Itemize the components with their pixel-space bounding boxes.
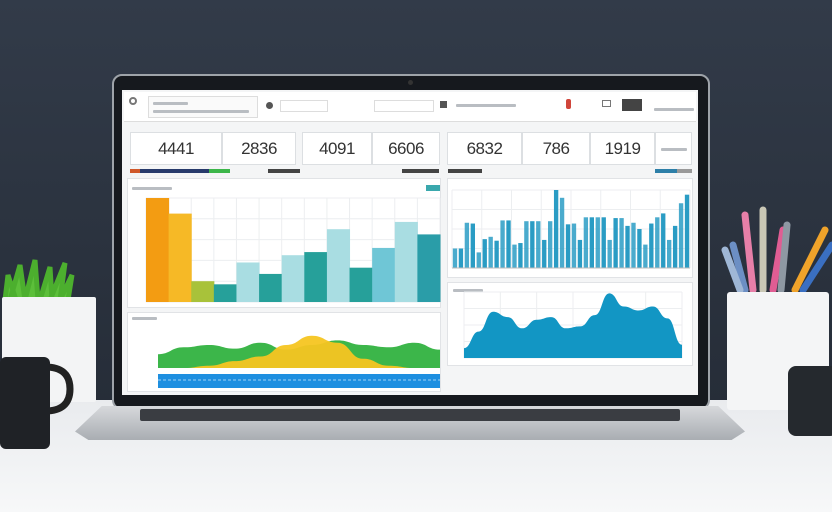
bar <box>452 248 458 268</box>
webcam <box>408 80 413 85</box>
kpi-card[interactable]: 6606 <box>372 132 440 165</box>
kpi-value: 4441 <box>158 138 194 158</box>
bar <box>613 218 618 268</box>
bar <box>417 234 441 302</box>
kpi-value: 786 <box>542 138 570 158</box>
bar <box>349 267 373 302</box>
bar <box>476 252 481 268</box>
bar <box>281 255 305 302</box>
bar <box>518 243 523 268</box>
bar <box>583 217 589 268</box>
bar <box>625 225 630 268</box>
bar <box>482 239 487 268</box>
bar <box>607 239 612 268</box>
filter-input[interactable] <box>280 100 328 112</box>
bar <box>506 220 511 268</box>
kpi-value: 6606 <box>388 138 424 158</box>
bar <box>470 223 475 268</box>
bar <box>643 244 648 268</box>
settings-icon[interactable] <box>266 102 273 109</box>
camera-icon[interactable] <box>602 100 611 107</box>
kpi-card[interactable]: 2836 <box>222 132 296 165</box>
kpi-card[interactable]: 4091 <box>302 132 372 165</box>
bar <box>589 217 594 268</box>
bar <box>631 222 636 268</box>
kpi-card[interactable]: 6832 <box>447 132 522 165</box>
bar <box>619 218 624 268</box>
kpi-value: 1919 <box>604 138 641 158</box>
bar <box>236 262 260 302</box>
area-chart-right <box>463 291 683 359</box>
bar <box>655 217 660 268</box>
legend-chip <box>402 169 439 173</box>
kpi-value: 2836 <box>241 138 277 158</box>
bar <box>649 223 654 268</box>
calendar-icon[interactable] <box>440 101 447 108</box>
bar <box>326 229 351 302</box>
bar <box>394 221 418 302</box>
kpi-value: 4091 <box>319 138 355 158</box>
alert-icon[interactable] <box>566 99 571 109</box>
mug-right <box>788 366 832 436</box>
bar <box>595 217 600 268</box>
kpi-card[interactable]: 4441 <box>130 132 222 165</box>
chart-menu-button[interactable] <box>426 185 440 191</box>
kpi-card[interactable]: 1919 <box>590 132 655 165</box>
bar <box>512 244 517 268</box>
bar <box>168 213 192 302</box>
bar <box>559 197 565 268</box>
progress-strip <box>130 169 230 173</box>
bar <box>259 273 283 302</box>
bar-chart-left <box>145 197 441 303</box>
bar <box>601 217 606 268</box>
bar <box>536 221 541 268</box>
bar <box>678 203 684 268</box>
kpi-card-more[interactable] <box>655 132 692 165</box>
bar <box>530 221 535 268</box>
bar <box>191 281 215 302</box>
keyboard <box>140 409 680 421</box>
area-chart-left <box>158 335 440 388</box>
bar <box>672 225 678 268</box>
bar <box>565 224 571 268</box>
mug-left <box>0 357 74 449</box>
bar <box>464 222 470 268</box>
bar <box>146 198 170 302</box>
area-series <box>158 335 440 368</box>
pencil-cup-right <box>721 206 832 410</box>
bar <box>548 221 553 268</box>
bar <box>372 247 396 302</box>
bar <box>213 284 237 302</box>
area <box>464 293 682 358</box>
bar <box>304 252 328 302</box>
bar <box>494 240 499 268</box>
bar <box>458 248 464 268</box>
bar <box>637 229 642 268</box>
kpi-card[interactable]: 786 <box>522 132 590 165</box>
timeline-strip <box>158 374 440 388</box>
bar <box>577 239 583 268</box>
legend-chip <box>268 169 300 173</box>
bar <box>684 194 690 268</box>
export-button[interactable] <box>622 99 642 111</box>
date-range-input[interactable] <box>374 100 434 112</box>
bar-chart-right <box>451 189 691 269</box>
bar <box>667 239 672 268</box>
kpi-value: 6832 <box>466 138 503 158</box>
search-input[interactable] <box>148 96 258 118</box>
app-toolbar <box>124 92 696 122</box>
bar <box>661 213 666 268</box>
legend-chip <box>655 169 692 173</box>
bar <box>524 221 529 268</box>
app-logo-icon <box>129 97 137 105</box>
bar <box>488 236 493 268</box>
bar <box>553 190 559 268</box>
bar <box>571 223 577 268</box>
legend-chip <box>448 169 482 173</box>
bar <box>542 239 547 268</box>
bar <box>500 220 505 268</box>
